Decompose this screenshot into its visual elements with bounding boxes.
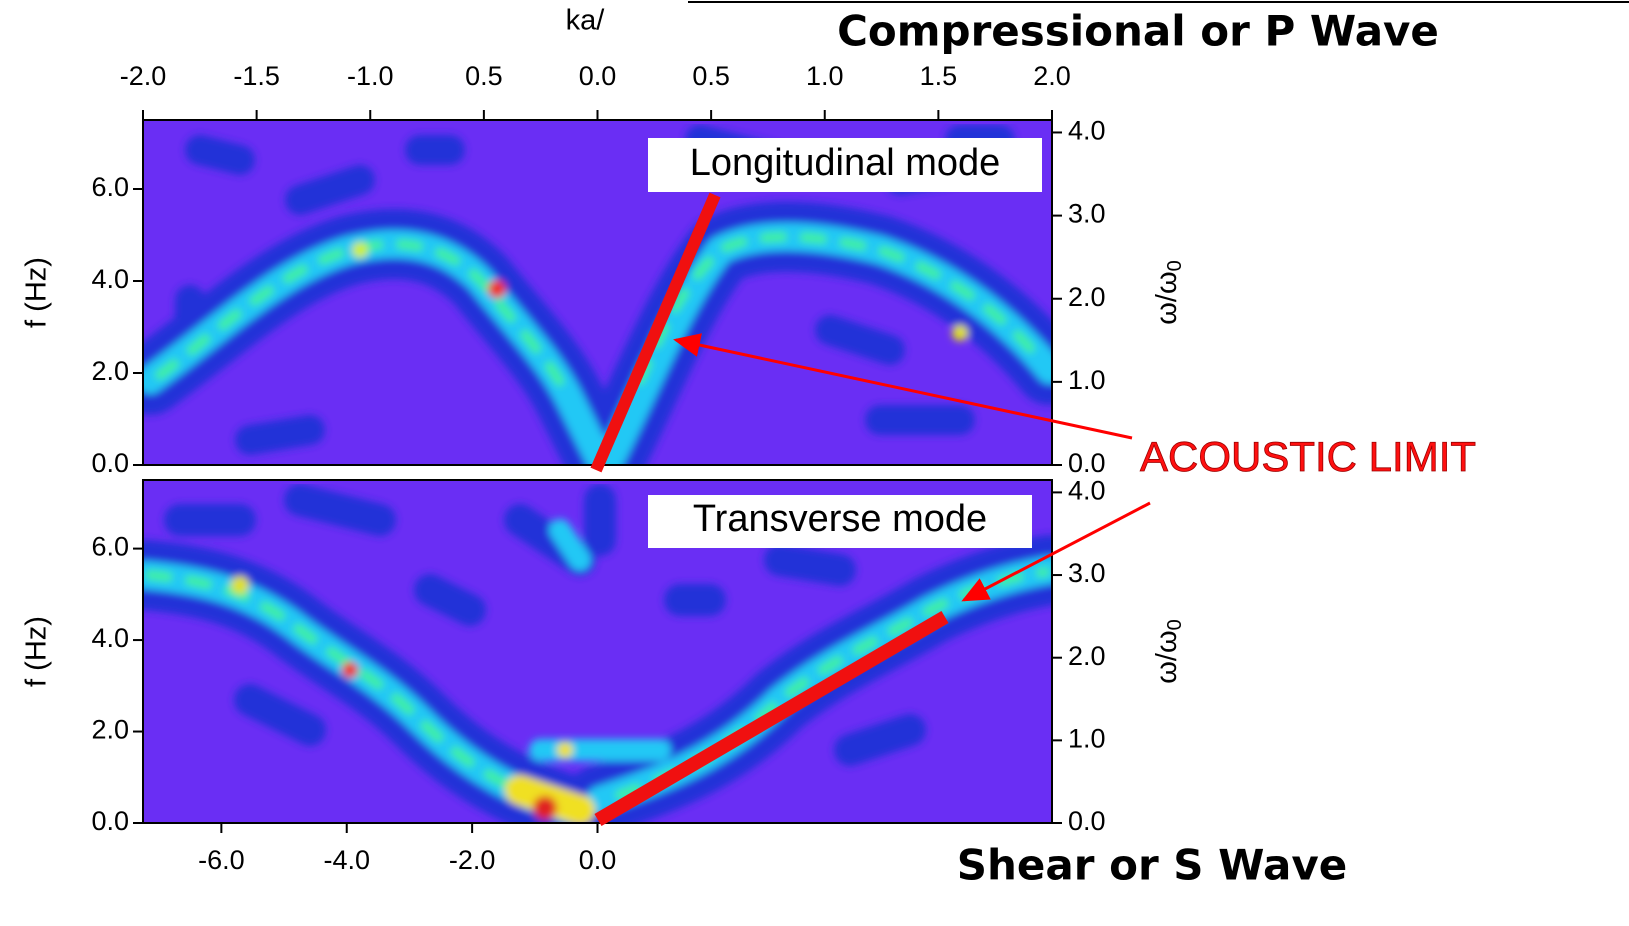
x-tick-label: -6.0 [198,845,245,875]
y2-tick-label: 4.0 [1068,116,1106,146]
y2-axis-title-sub: 0 [1164,619,1186,630]
y2-axis-title-main: ω/ω [1151,630,1183,683]
y-tick-label: 6.0 [91,172,129,202]
mode-label: Transverse mode [693,498,987,540]
y2-tick-label: 2.0 [1068,641,1106,671]
y2-tick-label: 0.0 [1068,448,1106,478]
x-tick-label: -2.0 [120,61,167,91]
y-tick-label: 0.0 [91,806,129,836]
acoustic-line [594,610,949,827]
x-tick-label: 1.5 [920,61,958,91]
x-axis-title: ka/ [566,5,606,37]
y2-tick-label: 3.0 [1068,558,1106,588]
y-tick-label: 6.0 [91,532,129,562]
acoustic-limit-label: ACOUSTIC LIMIT [1140,433,1476,480]
x-tick-label: 1.0 [806,61,844,91]
label-box [648,495,1032,548]
y2-tick-label: 1.0 [1068,365,1106,395]
y2-tick-label: 0.0 [1068,806,1106,836]
y-tick-label: 0.0 [91,448,129,478]
y2-axis-title: ω/ω0 [1151,619,1187,683]
y2-axis-title-sub: 0 [1164,260,1186,271]
y-tick-label: 4.0 [91,623,129,653]
arrow [961,501,1151,602]
y2-tick-label: 3.0 [1068,199,1106,229]
y2-tick-label: 1.0 [1068,723,1106,753]
x-tick-label: 0.5 [465,61,503,91]
arrow [673,333,1133,440]
x-tick-label: 0.5 [692,61,730,91]
title: Compressional or P Wave [837,7,1439,56]
title-box [688,2,1629,77]
y-axis-title: f (Hz) [21,616,53,687]
y2-tick-label: 4.0 [1068,476,1106,506]
x-tick-label: -4.0 [323,845,370,875]
x-tick-label: -2.0 [449,845,496,875]
y-axis-title: f (Hz) [21,257,53,328]
footer-title: Shear or S Wave [957,841,1347,890]
y-tick-label: 2.0 [91,715,129,745]
x-tick-label: -1.5 [233,61,280,91]
y-tick-label: 2.0 [91,356,129,386]
x-tick-label: -1.0 [347,61,394,91]
x-tick-label: 0.0 [579,61,617,91]
y2-tick-label: 2.0 [1068,282,1106,312]
y2-axis-title: ω/ω0 [1151,260,1187,324]
y-tick-label: 4.0 [91,264,129,294]
label-box [648,138,1042,192]
x-tick-label: 0.0 [579,845,617,875]
y2-axis-title-main: ω/ω [1151,271,1183,324]
x-tick-label: 2.0 [1033,61,1071,91]
acoustic-line [590,192,721,473]
mode-label: Longitudinal mode [690,142,1001,184]
